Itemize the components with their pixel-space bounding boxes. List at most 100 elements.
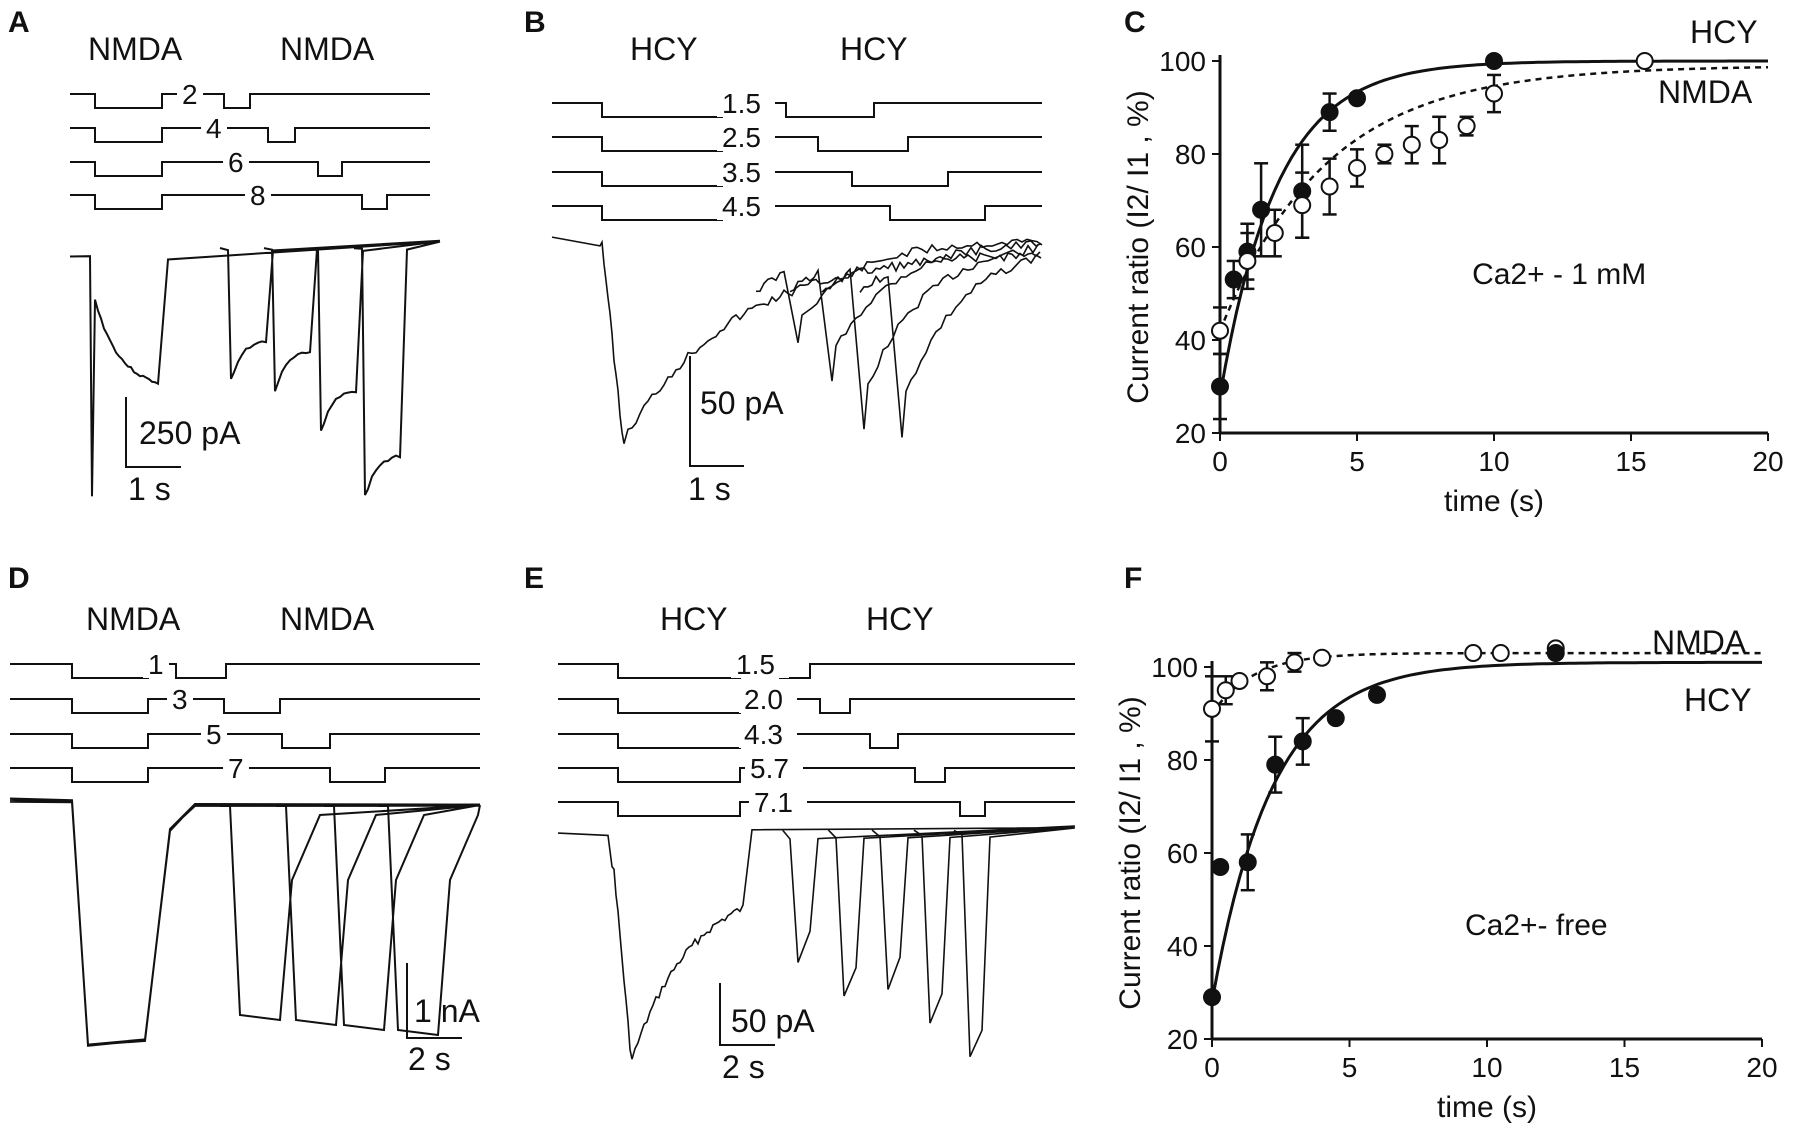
x-tick-label: 10	[1478, 446, 1509, 477]
panel-a-interval-label: 6	[228, 147, 244, 178]
panel-c-chart: 0 5 10 15 20 20 40 60 80 100 time (s) Current ratio…	[1122, 14, 1784, 518]
data-point-nmda	[1285, 653, 1304, 672]
x-axis-label: time (s)	[1444, 485, 1544, 518]
data-point-nmda	[1320, 177, 1339, 196]
data-point-nmda	[1635, 52, 1654, 70]
data-point-nmda	[1402, 135, 1421, 154]
panel-a-interval-label-bg	[201, 112, 227, 142]
panel-b-interval-label-bg	[717, 156, 775, 186]
panel-d-current-traces	[9, 797, 481, 1047]
data-point-hcy	[1320, 103, 1339, 122]
data-point-nmda	[1348, 158, 1366, 177]
panel-b-step-line	[552, 136, 1042, 152]
panel-e-scale-current: 50 pA	[731, 1003, 815, 1039]
x-tick-label: 0	[1204, 1052, 1220, 1083]
data-point-hcy	[1293, 732, 1312, 751]
panel-a-agonist-1: NMDA	[88, 31, 183, 67]
panel-a-interval-label: 2	[182, 79, 198, 110]
data-point-nmda	[1491, 644, 1510, 663]
condition-label: Ca2+- free	[1465, 909, 1608, 942]
panel-d-interval-label: 1	[148, 649, 164, 680]
panel-e-step-line	[558, 767, 1075, 783]
panel-d-interval-label-bg	[223, 752, 249, 782]
series-label-hcy: HCY	[1690, 14, 1758, 50]
panel-a-scale-bar: 250 pA 1 s	[125, 397, 241, 507]
data-point-hcy	[1203, 988, 1221, 1007]
panel-b-interval-label: 4.5	[722, 191, 761, 222]
data-point-hcy	[1348, 89, 1366, 108]
panel-label-f: F	[1124, 562, 1142, 595]
panel-d-interval-label-bg	[167, 683, 193, 713]
x-tick-label: 20	[1746, 1052, 1777, 1083]
panel-d-step-line	[10, 663, 480, 679]
panel-d-interval-label: 7	[228, 753, 244, 784]
panel-a-current-traces	[69, 239, 441, 497]
y-tick-label: 80	[1175, 139, 1206, 170]
series-label-nmda: NMDA	[1652, 624, 1747, 660]
x-tick-label: 15	[1609, 1052, 1640, 1083]
panel-label-b: B	[524, 6, 546, 39]
panel-b-interval-label: 1.5	[722, 88, 761, 119]
y-tick-label: 40	[1167, 931, 1198, 962]
y-axis-label: Current ratio (I2/ I1 , %)	[1122, 90, 1155, 403]
panel-label-d: D	[8, 562, 30, 595]
panel-b-scale-current: 50 pA	[700, 385, 784, 421]
panel-e-interval-label: 4.3	[744, 719, 783, 750]
panel-e-protocol: 1.5 2.0 4.35.77.1	[558, 648, 1075, 818]
panel-e-scale-time: 2 s	[722, 1049, 765, 1085]
panel-e-scale-bar: 50 pA 2 s	[719, 983, 815, 1085]
panel-label-c: C	[1124, 6, 1146, 39]
panel-e-interval-label: 5.7	[750, 753, 789, 784]
panel-b-scale-bar: 50 pA 1 s	[688, 356, 784, 507]
panel-a-interval-label-bg	[245, 179, 271, 209]
panel-e-agonist-2: HCY	[866, 601, 934, 637]
condition-label: Ca2+ - 1 mM	[1472, 258, 1646, 291]
panel-b-interval-label-bg	[717, 190, 775, 220]
panel-e-interval-label-bg	[745, 752, 803, 782]
data-point-nmda	[1211, 321, 1229, 340]
panel-a-interval-label: 4	[206, 113, 222, 144]
panel-d-agonist-1: NMDA	[86, 601, 181, 637]
panel-e: HCY HCY 1.5 2.0 4.35.77.1 50 pA 2 s	[557, 601, 1076, 1085]
panel-e-interval-label-bg	[739, 683, 797, 713]
x-axis-label: time (s)	[1437, 1091, 1537, 1124]
y-tick-label: 100	[1151, 652, 1198, 683]
x-tick-label: 10	[1471, 1052, 1502, 1083]
panel-a-scale-time: 1 s	[128, 471, 171, 507]
panel-e-interval-label-bg	[731, 648, 789, 678]
panel-e-interval-label-bg	[739, 718, 797, 748]
panel-b-interval-label-bg	[717, 87, 775, 117]
panel-a-step-line	[70, 93, 430, 109]
panel-a-interval-label-bg	[223, 146, 249, 176]
data-point-nmda	[1430, 131, 1449, 150]
data-point-hcy	[1326, 709, 1345, 728]
panel-a-scale-current: 250 pA	[139, 415, 241, 451]
panel-letters: A B C D E F	[8, 6, 1146, 595]
data-point-hcy	[1368, 685, 1386, 704]
y-axis-label: Current ratio (I2/ I1 , %)	[1114, 696, 1147, 1009]
data-point-hcy	[1211, 377, 1229, 396]
panel-b-step-line	[552, 171, 1042, 187]
x-tick-label: 5	[1342, 1052, 1358, 1083]
panel-a-step-line	[70, 161, 430, 177]
series-label-nmda: NMDA	[1658, 74, 1753, 110]
panel-e-current-traces	[557, 825, 1076, 1060]
panel-label-a: A	[8, 6, 30, 39]
panel-b-agonist-1: HCY	[630, 31, 698, 67]
panel-d-step-line	[10, 733, 480, 749]
data-point-nmda	[1258, 667, 1276, 686]
panel-a-interval-label-bg	[177, 78, 203, 108]
panel-d-interval-label-bg	[143, 648, 169, 678]
panel-a-interval-label: 8	[250, 180, 266, 211]
panel-d-agonist-2: NMDA	[280, 601, 375, 637]
data-point-nmda	[1313, 648, 1331, 667]
panel-b-agonist-2: HCY	[840, 31, 908, 67]
data-point-nmda	[1230, 671, 1249, 690]
panel-b-scale-time: 1 s	[688, 471, 731, 507]
x-tick-label: 15	[1615, 446, 1646, 477]
data-point-nmda	[1265, 224, 1284, 243]
data-point-hcy	[1485, 52, 1503, 70]
